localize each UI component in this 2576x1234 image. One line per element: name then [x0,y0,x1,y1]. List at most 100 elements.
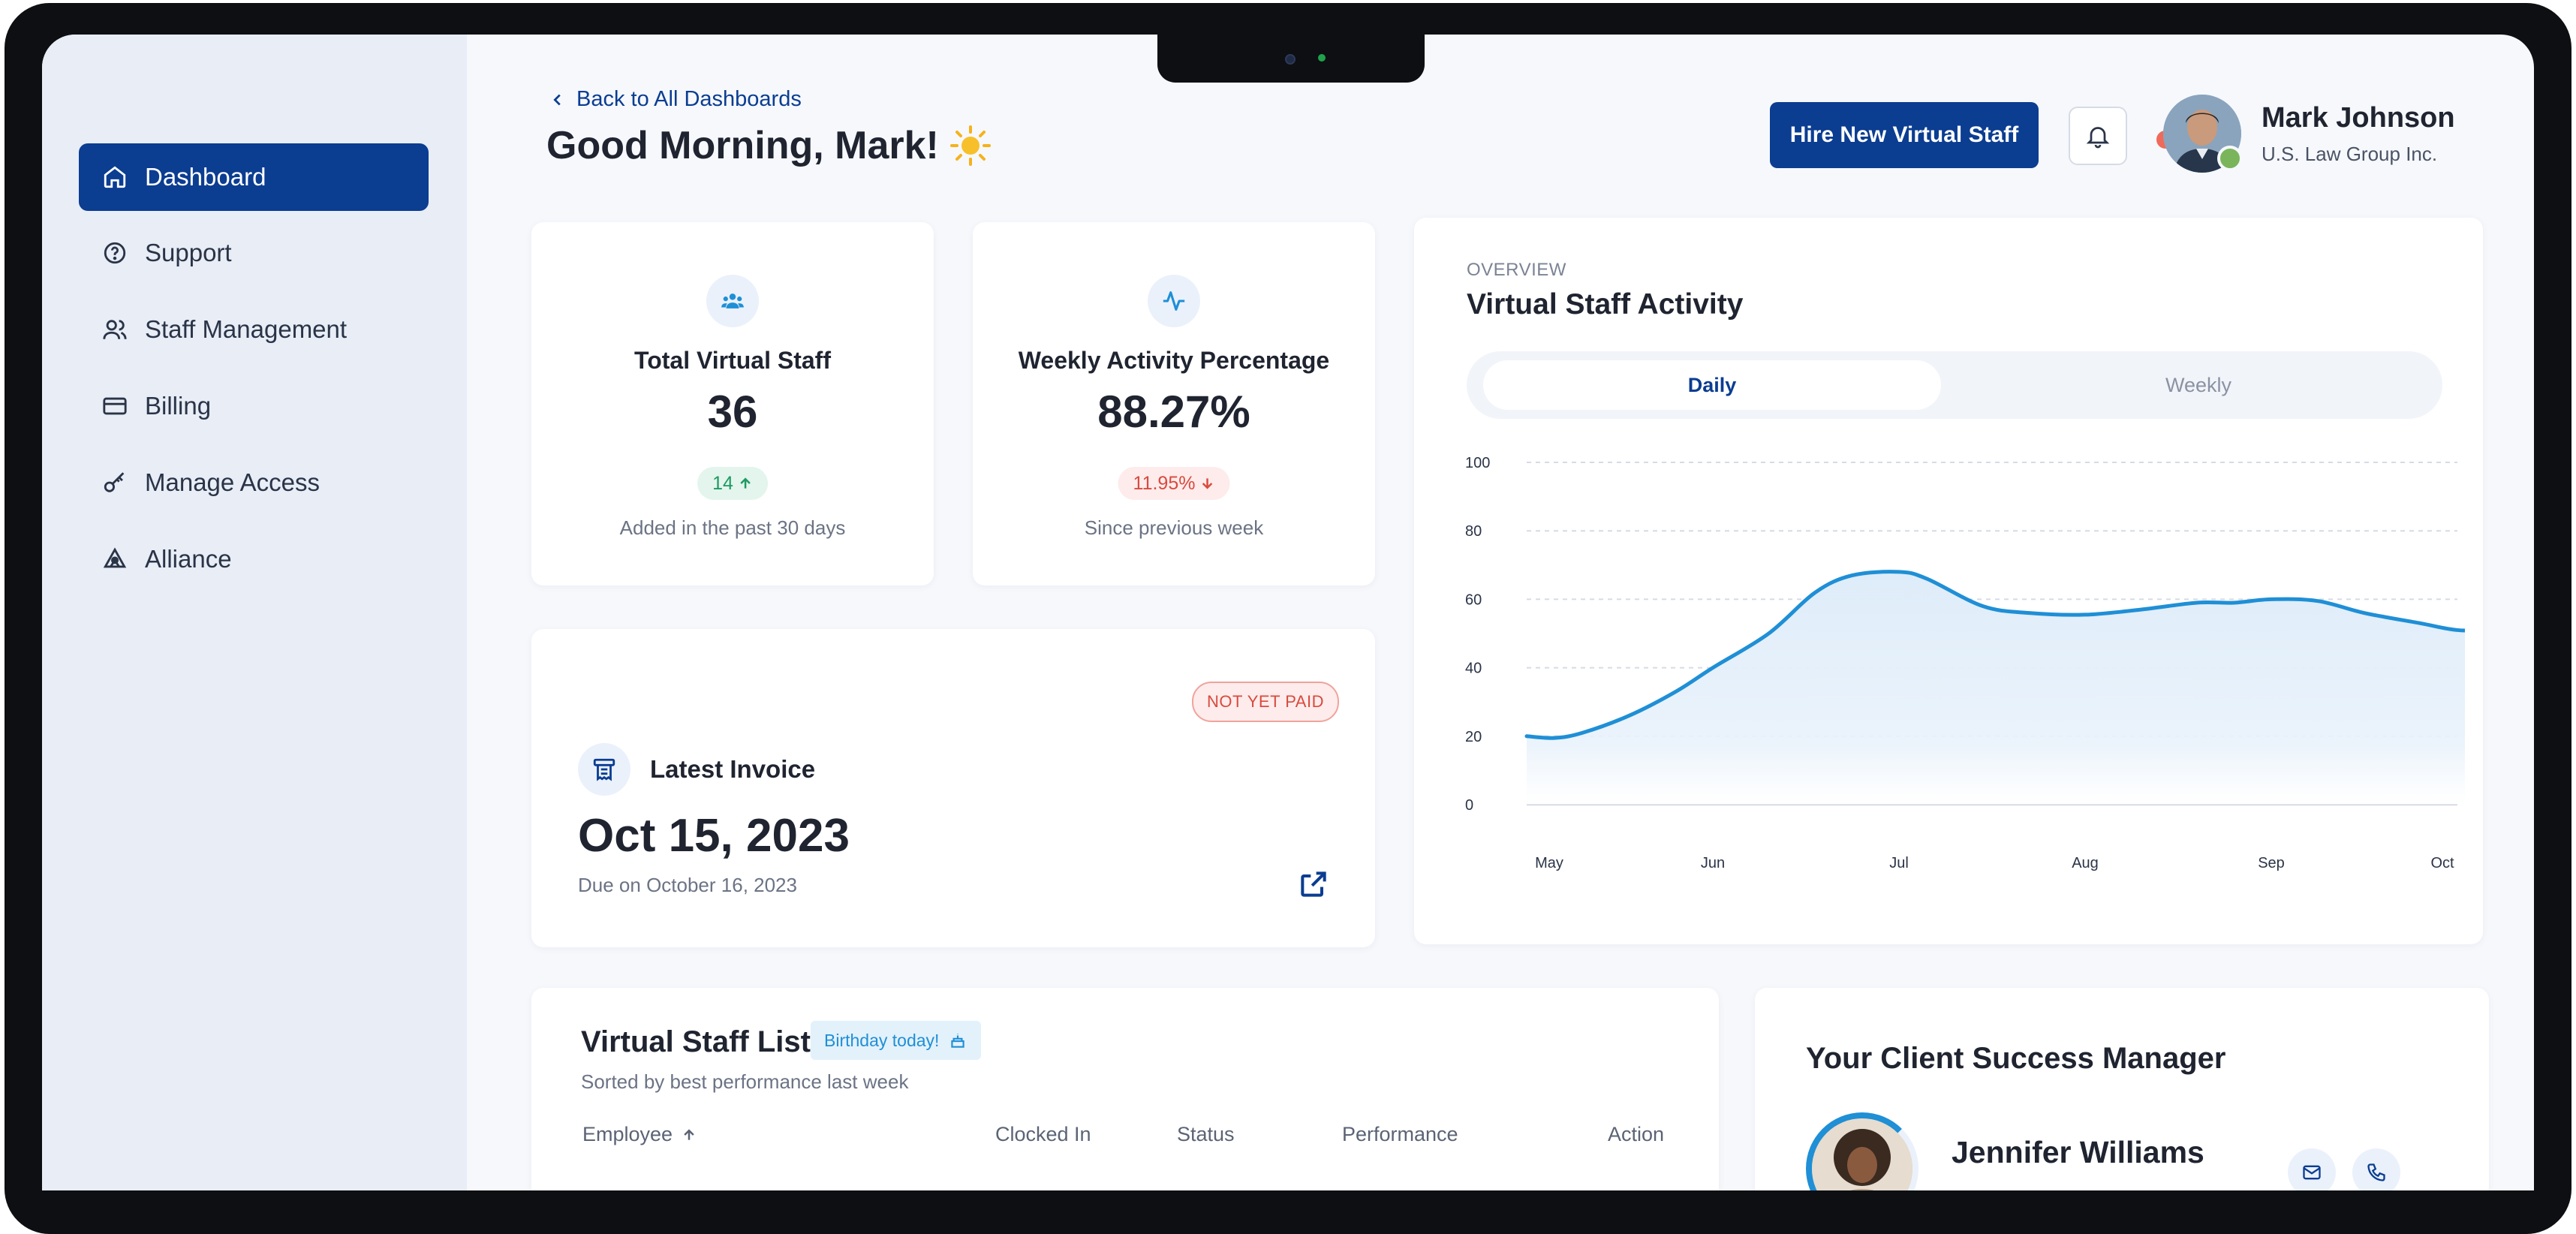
receipt-icon [578,743,630,796]
y-tick-label: 60 [1465,591,1482,608]
column-label: Employee [582,1123,673,1145]
column-label: Performance [1342,1123,1458,1145]
staff-list-title: Virtual Staff List [581,1025,811,1058]
user-avatar[interactable] [2163,95,2243,173]
y-tick-label: 20 [1465,729,1482,745]
column-header-status[interactable]: Status [1177,1123,1235,1146]
online-status-dot [2217,146,2243,171]
sidebar: Dashboard Support Staff Management Billi… [42,35,467,1190]
sidebar-item-staff-management[interactable]: Staff Management [79,296,429,363]
sidebar-item-dashboard[interactable]: Dashboard [79,143,429,211]
weekly-activity-subtext: Since previous week [1084,516,1264,539]
cake-icon [951,1034,965,1048]
csm-title: Your Client Success Manager [1806,1042,2226,1075]
sidebar-item-label: Alliance [145,545,232,573]
user-organization: U.S. Law Group Inc. [2262,143,2438,165]
camera-led [1318,54,1326,62]
mail-icon [2303,1165,2321,1180]
call-manager-button[interactable] [2352,1148,2400,1190]
x-tick-label: Jun [1701,855,1725,871]
y-tick-label: 80 [1465,523,1482,540]
users-icon [100,315,130,345]
column-header-employee[interactable]: Employee [582,1123,697,1146]
notifications-button[interactable] [2069,107,2127,165]
tab-daily[interactable]: Daily [1483,360,1941,410]
column-label: Status [1177,1123,1235,1145]
column-header-performance[interactable]: Performance [1342,1123,1458,1146]
client-success-manager-card: Your Client Success Manager Jennifer Wil… [1755,988,2489,1190]
x-tick-label: Aug [2072,855,2099,871]
chart-title: Virtual Staff Activity [1467,288,1744,321]
arrow-up-icon [740,477,751,489]
column-label: Action [1608,1123,1665,1145]
activity-change-badge: 11.95% [1118,467,1230,500]
phone-icon [2367,1163,2385,1181]
sidebar-item-manage-access[interactable]: Manage Access [79,449,429,516]
home-icon [100,162,130,192]
chart-area-fill [1527,571,2465,805]
y-tick-label: 0 [1465,797,1473,814]
sidebar-item-label: Staff Management [145,315,348,343]
weekly-activity-value: 88.27% [1097,387,1250,437]
chart-overline: OVERVIEW [1467,260,1566,280]
activity-change-value: 11.95% [1133,472,1196,494]
total-staff-subtext: Added in the past 30 days [619,516,846,539]
back-to-dashboards-link[interactable]: Back to All Dashboards [549,87,802,112]
activity-line-chart: 0 20 40 60 80 100 May Jun Jul Aug Sep Oct [1465,455,2465,871]
sidebar-item-alliance[interactable]: Alliance [79,525,429,593]
x-tick-label: Jul [1889,855,1909,871]
column-label: Clocked In [995,1123,1091,1145]
staff-change-badge: 14 [697,467,768,500]
csm-name: Jennifer Williams [1952,1135,2204,1169]
staff-change-value: 14 [712,472,733,494]
sun-icon [949,125,991,166]
sidebar-item-label: Manage Access [145,468,320,496]
chart-period-toggle: Daily Weekly [1467,351,2442,419]
external-link-icon[interactable] [1297,868,1330,901]
sort-arrow-up-icon [684,1128,694,1140]
birthday-badge[interactable]: Birthday today! [811,1021,982,1060]
sidebar-item-label: Dashboard [145,163,266,191]
y-tick-label: 40 [1465,661,1482,677]
birthday-badge-label: Birthday today! [824,1030,940,1050]
invoice-due-date: Due on October 16, 2023 [578,874,797,896]
virtual-staff-list-card: Virtual Staff List Birthday today! Sorte… [531,988,1719,1190]
hire-new-staff-button[interactable]: Hire New Virtual Staff [1770,102,2039,168]
chevron-left-icon [553,94,561,105]
email-manager-button[interactable] [2288,1148,2336,1190]
help-circle-icon [100,238,130,268]
staff-list-subtitle: Sorted by best performance last week [581,1070,909,1093]
total-staff-value: 36 [707,387,758,437]
activity-icon [1148,275,1200,327]
column-header-clocked-in[interactable]: Clocked In [995,1123,1091,1146]
x-tick-label: May [1535,855,1563,871]
x-tick-label: Oct [2430,855,2454,871]
sidebar-item-label: Support [145,239,232,266]
weekly-activity-label: Weekly Activity Percentage [1018,347,1330,374]
sidebar-item-billing[interactable]: Billing [79,372,429,440]
weekly-activity-card: Weekly Activity Percentage 88.27% 11.95%… [973,222,1375,585]
latest-invoice-card: NOT YET PAID Latest Invoice Oct 15, 2023… [531,629,1375,947]
page-title: Good Morning, Mark! [546,123,992,168]
tab-weekly[interactable]: Weekly [2165,373,2232,396]
camera-notch [1157,35,1425,83]
sidebar-item-label: Billing [145,392,212,420]
chart-series-line [1524,570,2465,740]
greeting-text: Good Morning, Mark! [546,124,939,167]
app-screen: Dashboard Support Staff Management Billi… [42,35,2534,1190]
x-tick-label: Sep [2258,855,2285,871]
back-link-label: Back to All Dashboards [576,87,802,111]
invoice-title: Latest Invoice [650,755,816,783]
csm-avatar [1806,1112,1918,1190]
y-tick-label: 100 [1465,455,1490,471]
column-header-action[interactable]: Action [1608,1123,1664,1146]
credit-card-icon [100,391,130,421]
sidebar-item-support[interactable]: Support [79,219,429,287]
total-staff-card: Total Virtual Staff 36 14 Added in the p… [531,222,934,585]
key-icon [100,468,130,498]
team-icon [706,275,759,327]
alliance-icon [100,544,130,574]
invoice-status-badge: NOT YET PAID [1192,682,1339,722]
bell-icon [2086,127,2110,149]
camera-lens [1285,54,1296,65]
